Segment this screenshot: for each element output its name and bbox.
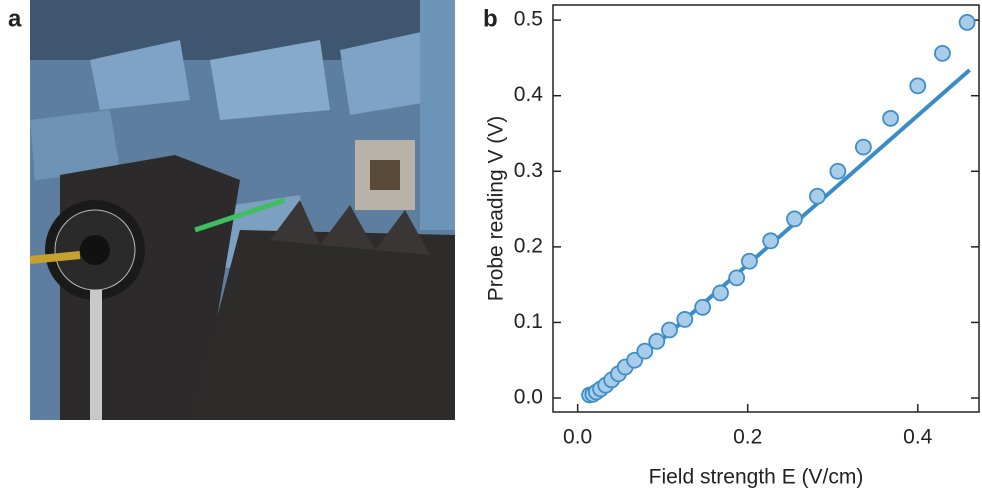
x-tick-label: 0.4 (903, 426, 933, 449)
data-point (649, 334, 664, 349)
data-point (787, 211, 802, 226)
data-point (830, 164, 845, 179)
y-tick-label: 0.1 (514, 310, 543, 333)
data-point (729, 270, 744, 285)
x-axis-label: Field strength E (V/cm) (649, 466, 864, 489)
data-point (677, 312, 692, 327)
data-point (883, 111, 898, 126)
photo (30, 0, 455, 420)
x-tick-label: 0.0 (563, 426, 592, 449)
data-point (742, 254, 757, 269)
data-point (856, 140, 871, 155)
data-point (960, 15, 975, 30)
data-point (910, 78, 925, 93)
y-tick-label: 0.5 (514, 8, 543, 31)
data-point (695, 300, 710, 315)
data-point (763, 233, 778, 248)
data-point (662, 322, 677, 337)
y-tick-label: 0.0 (514, 386, 543, 409)
panel-label: a (8, 5, 22, 32)
x-tick-label: 0.2 (733, 426, 762, 449)
y-tick-label: 0.3 (514, 159, 543, 182)
panel-label: b (483, 5, 498, 32)
y-tick-label: 0.4 (514, 83, 544, 106)
figure: a b 0.0 0.2 0.4 0.0 0.1 0.2 0.3 0.4 0.5 Field str… (0, 0, 982, 499)
y-tick-label: 0.2 (514, 234, 543, 257)
data-point (713, 285, 728, 300)
plot-frame (553, 5, 979, 412)
data-point (935, 46, 950, 61)
y-axis-label: Probe reading V (V) (485, 116, 508, 302)
plot: 0.0 0.2 0.4 0.0 0.1 0.2 0.3 0.4 0.5 Field strengt… (485, 5, 979, 489)
data-point (810, 189, 825, 204)
